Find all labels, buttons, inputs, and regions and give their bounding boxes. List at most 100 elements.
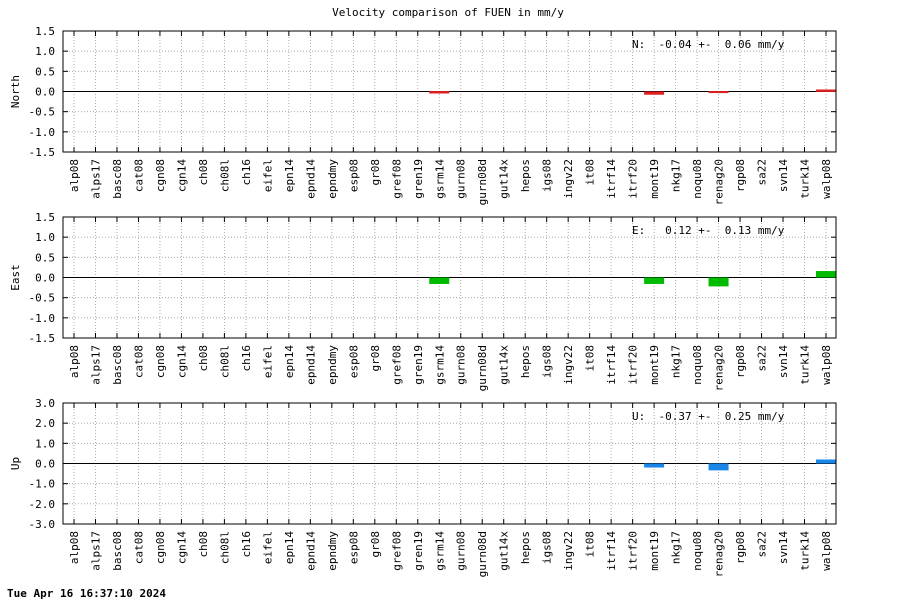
x-tick-label: ingv22 — [562, 531, 575, 571]
bar-renag20 — [708, 463, 729, 471]
y-tick-label: -1.0 — [29, 312, 56, 325]
stats-annotation: U: -0.37 +- 0.25 mm/y — [632, 410, 785, 423]
x-tick-label: nkg17 — [670, 531, 683, 564]
x-tick-label: eifel — [261, 531, 274, 564]
x-tick-label: ch08 — [197, 345, 210, 372]
x-tick-label: svn14 — [777, 159, 790, 192]
x-tick-label: cgn08 — [154, 345, 167, 378]
x-tick-label: gut14x — [498, 159, 511, 199]
x-tick-label: epndmy — [326, 159, 339, 199]
panel-up: -3.0 -2.0 -1.0 0.0 1.0 2.0 3.0 alp08 alps17 basc0… — [9, 397, 837, 577]
y-tick-label: 0.0 — [35, 458, 55, 471]
y-tick-label: 1.5 — [35, 25, 55, 38]
x-tick-label: gref08 — [390, 345, 403, 385]
x-tick-label: gurn08d — [476, 531, 489, 577]
x-tick-label: gurn08d — [476, 159, 489, 205]
x-tick-label: gurn08d — [476, 345, 489, 391]
x-tick-label: sa22 — [756, 159, 769, 186]
bar-mont19 — [644, 463, 665, 468]
x-tick-label: turk14 — [799, 345, 812, 385]
x-tick-label: eifel — [261, 345, 274, 378]
y-tick-label: -2.0 — [29, 498, 56, 511]
y-tick-label: 1.0 — [35, 45, 55, 58]
x-tick-label: nkg17 — [670, 159, 683, 192]
stats-annotation: N: -0.04 +- 0.06 mm/y — [632, 38, 785, 51]
y-axis-label: Up — [9, 457, 22, 470]
x-tick-label: eifel — [261, 159, 274, 192]
x-tick-label: alp08 — [68, 159, 81, 192]
x-tick-label: gref08 — [390, 159, 403, 199]
x-tick-label: epn14 — [283, 345, 296, 378]
timestamp: Tue Apr 16 16:37:10 2024 — [7, 587, 166, 600]
x-tick-label: ch08 — [197, 531, 210, 558]
x-tick-label: itrf14 — [605, 159, 618, 199]
x-tick-label: rgp08 — [734, 531, 747, 564]
x-tick-label: gurn08 — [455, 345, 468, 385]
bar-gsrm14 — [429, 91, 450, 94]
x-tick-label: ch08l — [218, 531, 231, 564]
y-tick-label: 0.0 — [35, 86, 55, 99]
bar-walp08 — [816, 459, 836, 464]
x-tick-label: it08 — [584, 345, 597, 372]
x-tick-label: mont19 — [648, 159, 661, 199]
x-tick-label: it08 — [584, 159, 597, 186]
stats-annotation: E: 0.12 +- 0.13 mm/y — [632, 224, 785, 237]
x-tick-label: hepos — [519, 159, 532, 192]
chart-title: Velocity comparison of FUEN in mm/y — [332, 6, 564, 19]
y-tick-label: 0.5 — [35, 65, 55, 78]
x-tick-label: svn14 — [777, 531, 790, 564]
x-tick-label: walp08 — [820, 159, 833, 199]
x-tick-label: basc08 — [111, 159, 124, 199]
panel-north: -1.5 -1.0 -0.5 0.0 0.5 1.0 1.5 alp08 alps17 basc0… — [9, 25, 837, 205]
x-tick-label: ch16 — [240, 345, 253, 372]
y-tick-label: -1.5 — [29, 332, 56, 345]
y-axis-label: East — [9, 264, 22, 291]
bar-renag20 — [708, 277, 729, 287]
x-tick-label: sa22 — [756, 531, 769, 558]
x-tick-label: cgn14 — [175, 345, 188, 378]
x-tick-label: hepos — [519, 345, 532, 378]
x-tick-label: gut14x — [498, 531, 511, 571]
x-tick-label: alps17 — [89, 345, 102, 385]
y-tick-label: -1.5 — [29, 146, 56, 159]
x-tick-label: ch08l — [218, 159, 231, 192]
x-tick-label: esp08 — [347, 345, 360, 378]
panel-east: -1.5 -1.0 -0.5 0.0 0.5 1.0 1.5 alp08 alps17 basc0… — [9, 211, 837, 391]
x-tick-label: cat08 — [132, 531, 145, 564]
x-tick-label: gr08 — [369, 159, 382, 186]
x-tick-label: alps17 — [89, 531, 102, 571]
x-tick-label: nkg17 — [670, 345, 683, 378]
x-tick-label: gren19 — [412, 159, 425, 199]
y-tick-label: 0.5 — [35, 251, 55, 264]
x-tick-label: alps17 — [89, 159, 102, 199]
x-tick-label: gref08 — [390, 531, 403, 571]
x-tick-label: cgn08 — [154, 159, 167, 192]
bar-walp08 — [816, 271, 836, 278]
y-tick-label: -3.0 — [29, 518, 56, 531]
x-tick-label: gsrm14 — [433, 531, 446, 571]
x-tick-label: epn14 — [283, 531, 296, 564]
x-tick-label: ch16 — [240, 159, 253, 186]
x-tick-label: itrf20 — [627, 159, 640, 199]
x-tick-label: turk14 — [799, 531, 812, 571]
x-tick-label: epnd14 — [304, 531, 317, 571]
x-tick-label: cat08 — [132, 159, 145, 192]
x-tick-label: ch08l — [218, 345, 231, 378]
x-tick-label: sa22 — [756, 345, 769, 372]
x-tick-label: rgp08 — [734, 345, 747, 378]
x-tick-label: esp08 — [347, 531, 360, 564]
x-tick-label: hepos — [519, 531, 532, 564]
x-tick-label: epndmy — [326, 531, 339, 571]
x-tick-label: cgn14 — [175, 531, 188, 564]
x-tick-label: gut14x — [498, 345, 511, 385]
x-tick-label: itrf14 — [605, 345, 618, 385]
x-tick-label: gr08 — [369, 345, 382, 372]
x-tick-label: rgp08 — [734, 159, 747, 192]
x-tick-label: renag20 — [713, 159, 726, 205]
x-tick-label: mont19 — [648, 531, 661, 571]
x-tick-label: itrf20 — [627, 345, 640, 385]
axis-frame — [62, 216, 837, 339]
y-tick-label: 0.0 — [35, 272, 55, 285]
x-tick-label: turk14 — [799, 159, 812, 199]
